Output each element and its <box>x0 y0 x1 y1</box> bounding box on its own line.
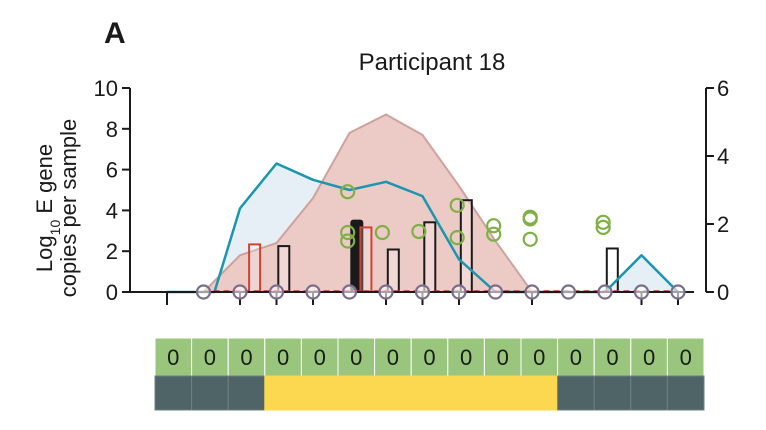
score-cell-label-2: 0 <box>240 345 252 370</box>
status-cell-0 <box>154 375 193 411</box>
left-tick-label-5: 10 <box>94 76 118 101</box>
sample-circle-6 <box>449 230 465 246</box>
bar-6 <box>459 199 473 293</box>
zero-marker-13 <box>670 284 686 300</box>
score-cell-13 <box>630 337 668 377</box>
sample-circle-11 <box>522 231 538 247</box>
status-cell-14 <box>666 375 705 411</box>
sample-circle-2 <box>340 233 356 249</box>
score-cell-label-11: 0 <box>570 345 582 370</box>
sample-circle-5 <box>449 197 465 213</box>
status-cell-5 <box>337 375 376 411</box>
score-cell-5 <box>337 337 376 377</box>
zero-marker-12 <box>633 284 650 300</box>
score-cell-label-10: 0 <box>533 345 545 370</box>
score-cell-12 <box>593 337 632 377</box>
score-cell-label-6: 0 <box>387 345 399 370</box>
bar-1 <box>277 245 291 294</box>
score-cell-label-7: 0 <box>423 345 435 370</box>
score-cell-label-8: 0 <box>460 345 472 370</box>
sample-circle-10 <box>522 211 538 227</box>
score-cell-label-9: 0 <box>497 345 509 370</box>
score-cell-8 <box>447 337 485 377</box>
bar-0 <box>248 243 262 293</box>
score-cell-2 <box>227 337 266 377</box>
right-tick-label-2: 4 <box>717 144 729 169</box>
sample-circle-4 <box>411 223 427 240</box>
sample-circle-8 <box>486 226 502 242</box>
zero-marker-5 <box>378 284 394 300</box>
zero-marker-10 <box>560 284 577 300</box>
score-cell-14 <box>666 337 705 377</box>
y-axis-label-log: Log <box>32 235 57 272</box>
sample-circle-13 <box>595 219 611 235</box>
y-axis-label-line2: copies per sample <box>56 119 81 298</box>
status-cell-1 <box>191 375 229 411</box>
score-cell-label-5: 0 <box>350 345 362 370</box>
zero-marker-3 <box>305 284 321 300</box>
score-cell-label-3: 0 <box>277 345 289 370</box>
y-axis-label: Log10 E gene copies per sample <box>32 119 81 298</box>
zero-marker-1 <box>232 284 248 300</box>
status-cell-10 <box>520 375 559 411</box>
score-cell-1 <box>191 337 229 377</box>
status-cell-9 <box>483 375 522 411</box>
status-cell-3 <box>264 375 302 411</box>
score-cell-label-12: 0 <box>606 345 618 370</box>
y-axis-label-sub: 10 <box>47 220 63 236</box>
status-cell-6 <box>374 375 412 411</box>
zero-marker-8 <box>487 284 504 300</box>
zero-marker-11 <box>597 284 613 300</box>
sample-circle-12 <box>595 214 611 230</box>
status-cell-12 <box>593 375 632 411</box>
left-tick-label-2: 4 <box>106 198 118 223</box>
panel-label: A <box>104 17 126 50</box>
sample-circle-0 <box>340 184 356 200</box>
zero-marker-7 <box>451 284 467 300</box>
right-tick-label-1: 2 <box>717 212 729 237</box>
status-cell-2 <box>227 375 266 411</box>
right-tick-label-0: 0 <box>717 280 729 305</box>
sample-circle-3 <box>374 224 390 241</box>
score-cell-label-4: 0 <box>314 345 326 370</box>
zero-marker-2 <box>268 284 285 300</box>
status-cell-11 <box>557 375 595 411</box>
svg-text:Log10 E gene: Log10 E gene <box>32 144 63 272</box>
plot-area: 0 2 4 6 8 10 0 2 4 6 <box>94 76 729 305</box>
score-cell-4 <box>300 337 339 377</box>
score-cell-label-0: 0 <box>167 345 179 370</box>
left-tick-label-4: 8 <box>106 117 118 142</box>
sample-circle-1 <box>340 224 356 241</box>
left-tick-label-0: 0 <box>106 280 118 305</box>
left-tick-label-1: 2 <box>106 239 118 264</box>
status-cell-4 <box>300 375 339 411</box>
sample-circle-7 <box>486 218 502 234</box>
score-cell-label-1: 0 <box>204 345 216 370</box>
zero-marker-9 <box>524 284 540 300</box>
score-cell-3 <box>264 337 302 377</box>
zero-marker-6 <box>414 284 431 300</box>
status-cell-7 <box>410 375 449 411</box>
status-cell-8 <box>447 375 485 411</box>
score-cell-label-14: 0 <box>680 345 692 370</box>
bar-3 <box>359 226 373 293</box>
chart-title: Participant 18 <box>359 49 506 76</box>
left-tick-label-3: 6 <box>106 158 118 183</box>
right-tick-label-3: 6 <box>717 76 729 101</box>
score-cell-7 <box>410 337 449 377</box>
y-axis-label-rest: E gene <box>32 144 57 220</box>
score-cell-6 <box>374 337 412 377</box>
status-cell-13 <box>630 375 668 411</box>
zero-marker-0 <box>195 284 212 300</box>
zero-marker-4 <box>341 284 358 300</box>
score-cell-label-13: 0 <box>643 345 655 370</box>
